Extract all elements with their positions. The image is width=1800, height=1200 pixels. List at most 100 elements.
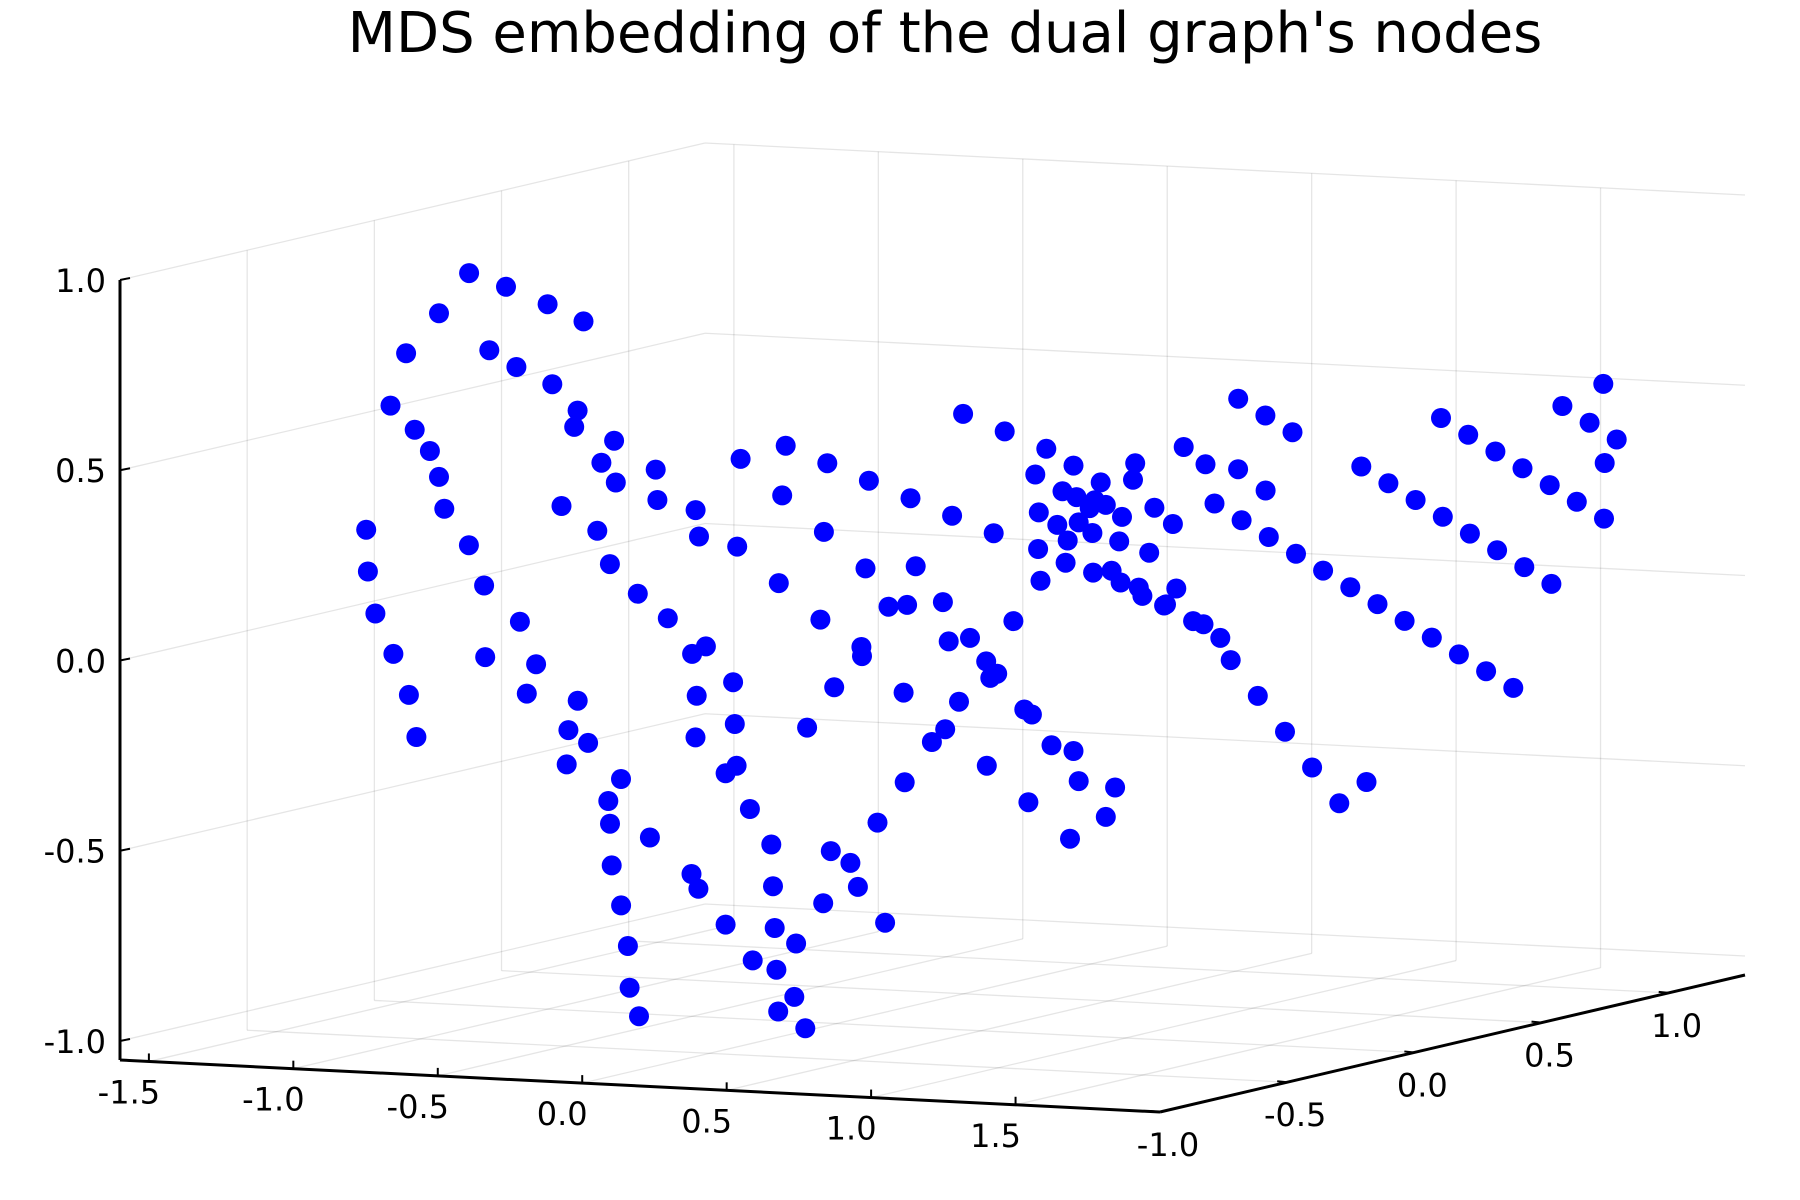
scatter-point [763, 876, 783, 897]
scatter-point [475, 647, 496, 668]
scatter-point [688, 878, 709, 899]
scatter-point [894, 772, 915, 793]
scatter-point [1539, 475, 1560, 496]
chart-title: MDS embedding of the dual graph's nodes [348, 1, 1543, 66]
scatter-point [689, 526, 709, 547]
scatter-point [772, 485, 793, 506]
axes [118, 277, 1746, 1114]
scatter-point [768, 573, 789, 594]
scatter-point [1084, 490, 1105, 511]
scatter-point [855, 558, 876, 579]
scatter-point [1247, 685, 1268, 706]
scatter-point [587, 520, 608, 541]
scatter-point [1028, 502, 1049, 523]
scatter-point [1132, 585, 1153, 606]
z-tick-mark [119, 1037, 131, 1042]
floor-grid-line-x [726, 952, 1312, 1091]
scatter-point [847, 876, 868, 897]
scatter-point [824, 677, 845, 698]
scatter-point [611, 769, 631, 789]
scatter-point [1432, 506, 1453, 527]
floor-grid-line-x [437, 938, 1023, 1077]
sidewall-grid-line-z [119, 522, 706, 662]
y-tick-mark [1149, 1110, 1161, 1113]
z-tick-label: 0.0 [55, 642, 106, 680]
scatter-point [1606, 429, 1627, 450]
scatter-point [813, 893, 834, 914]
x-tick-label: 1.0 [826, 1110, 877, 1148]
scatter-point [1485, 441, 1506, 462]
scatter-point [600, 813, 620, 834]
scatter-point [1356, 772, 1377, 792]
y-tick-mark [1531, 1020, 1542, 1024]
scatter-point [567, 690, 588, 711]
scatter-point [878, 596, 899, 617]
backwall-grid-line-z [704, 903, 1746, 957]
scatter-point [1313, 560, 1334, 581]
floor-grid-line-y [247, 1029, 1288, 1083]
floor-grid-line-y [501, 970, 1542, 1024]
x-tick-label: 0.0 [537, 1095, 588, 1133]
scatter-point [795, 1018, 816, 1039]
scatter-point [398, 684, 419, 705]
scatter-point [900, 488, 921, 509]
scatter-point [1060, 828, 1080, 849]
scatter-point [1066, 487, 1087, 508]
scatter-point [726, 755, 747, 776]
scatter-point [619, 977, 640, 998]
scatter-point [1579, 412, 1600, 433]
y-tick-label: 0.5 [1524, 1037, 1575, 1075]
scatter-point [516, 683, 537, 704]
scatter-point [1210, 627, 1231, 648]
scatter-point [496, 276, 516, 297]
x-tick-label: -0.5 [387, 1088, 449, 1126]
scatter-point [875, 912, 896, 933]
scatter-point [960, 627, 980, 648]
scatter-point [357, 561, 378, 582]
y-tick-label: 0.0 [1397, 1066, 1448, 1104]
scatter-point [858, 470, 879, 491]
scatter-point [1512, 458, 1533, 479]
floor-grid-line-x [293, 931, 879, 1070]
scatter-point [1028, 539, 1049, 559]
scatter-point [1255, 405, 1276, 426]
tick-labels: -1.5 -1.0 -0.5 0.0 0.5 1.0 1.5 -1.0 -0.5 0.0 0.5 1.… [44, 262, 1703, 1164]
scatter-point [976, 651, 997, 672]
scatter-point [1166, 578, 1187, 599]
scatter-point [1154, 595, 1175, 616]
y-axis-line [1159, 973, 1746, 1114]
scatter-point [786, 933, 807, 954]
z-tick-mark [119, 847, 131, 852]
x-tick-label: 0.5 [681, 1102, 732, 1140]
scatter-point [953, 403, 974, 424]
scatter-point [1195, 454, 1216, 475]
floor-grid-line-x [870, 959, 1457, 1099]
scatter-point [1047, 514, 1068, 535]
scatter-point [1593, 373, 1614, 394]
scatter-point [1514, 557, 1535, 578]
scatter-point [1487, 540, 1508, 561]
scatter-point [1282, 422, 1303, 443]
scatter-point [730, 448, 751, 469]
floor-grid-line-x [582, 945, 1168, 1084]
scatter-point [1041, 735, 1062, 756]
scatter-point [526, 654, 547, 675]
scatter-point [1112, 506, 1132, 527]
scatter-point [1109, 531, 1130, 552]
scatter-point [1503, 677, 1524, 698]
scatter-point [551, 496, 572, 516]
scatter-point [598, 791, 619, 811]
scatter-point [506, 357, 527, 377]
scatter-point [810, 609, 831, 630]
scatter-point [419, 441, 440, 461]
y-tick-label: 1.0 [1651, 1007, 1702, 1045]
scatter-point [380, 395, 401, 416]
scatter-point [921, 732, 942, 752]
scatter-point [1378, 473, 1399, 494]
scatter-point [1476, 661, 1497, 682]
grid-lines [119, 142, 1746, 1113]
scatter-point [1025, 464, 1046, 485]
z-tick-label: -1.0 [44, 1023, 106, 1061]
scatter-point [695, 636, 716, 657]
y-tick-mark [1277, 1080, 1288, 1084]
